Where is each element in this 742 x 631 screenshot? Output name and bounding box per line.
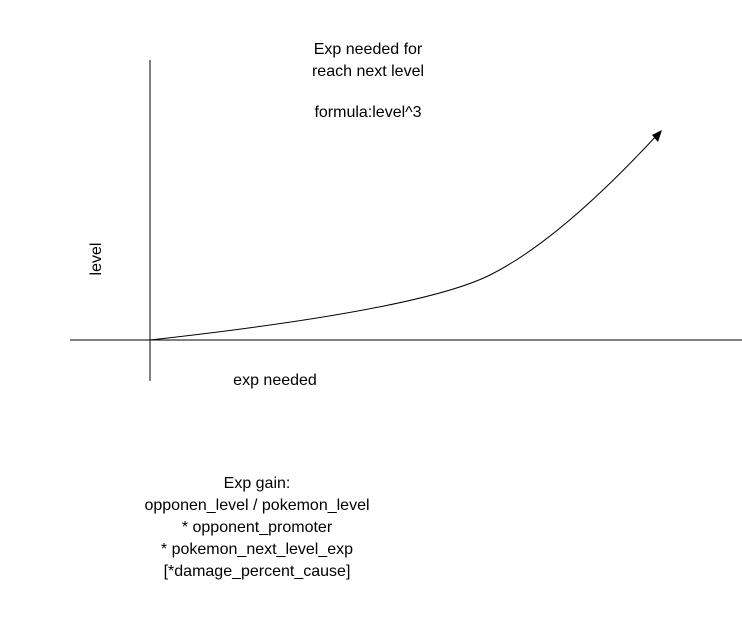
y-axis-label: level (88, 242, 105, 276)
exp-gain-formula: Exp gain: opponen_level / pokemon_level … (107, 473, 407, 583)
exp-gain-line-3: * pokemon_next_level_exp (160, 541, 354, 558)
growth-curve (149, 133, 659, 341)
exp-gain-line-4: [*damage_percent_cause] (163, 563, 351, 580)
title-line-1: Exp needed for (313, 41, 423, 58)
exp-gain-heading: Exp gain: (223, 475, 291, 492)
title-line-2: reach next level (311, 63, 425, 80)
exp-gain-line-1: opponen_level / pokemon_level (144, 497, 370, 514)
exp-gain-line-2: * opponent_promoter (181, 519, 333, 536)
x-axis-label: exp needed (233, 372, 317, 389)
formula-label: formula:level^3 (314, 104, 422, 121)
curve-arrowhead (652, 130, 662, 142)
diagram-title: Exp needed for reach next level (268, 39, 468, 83)
